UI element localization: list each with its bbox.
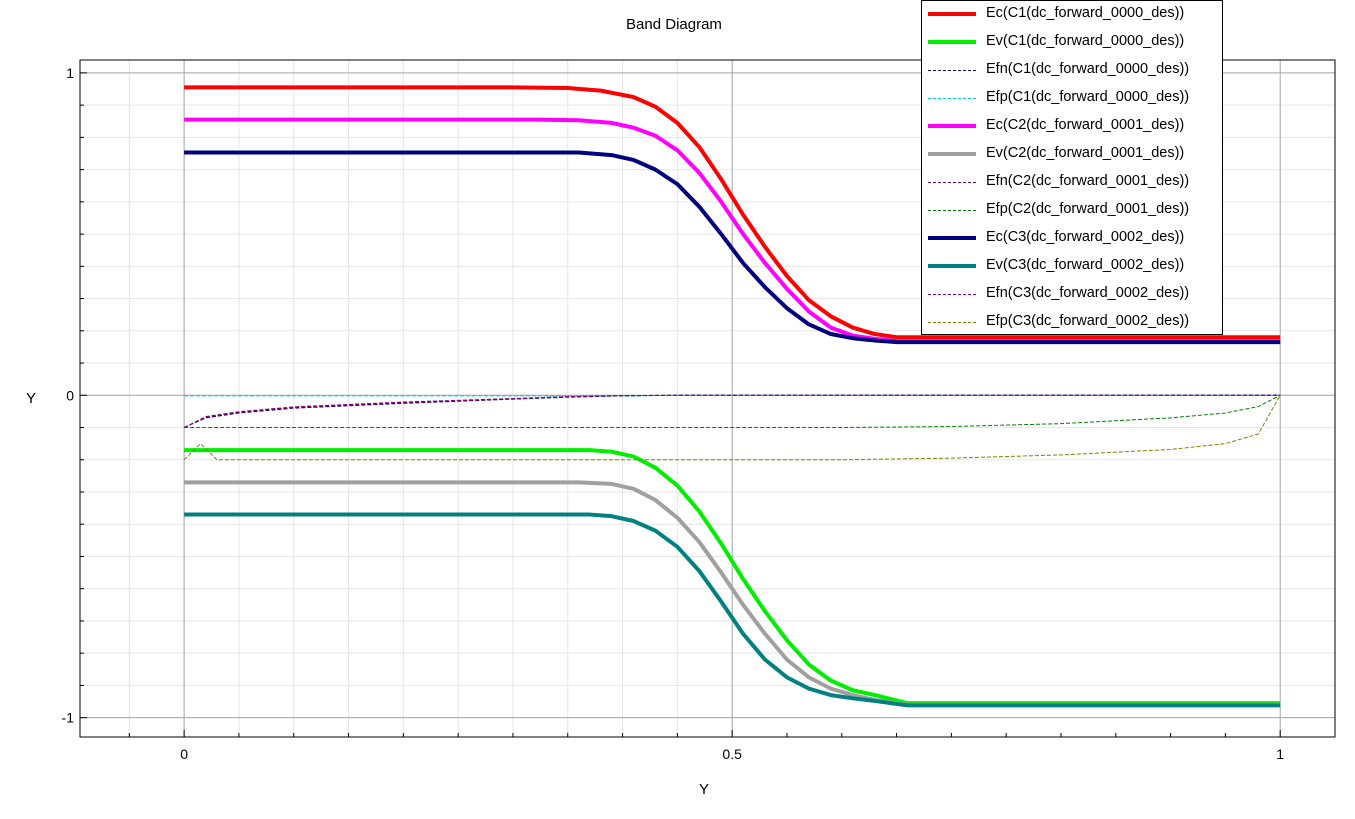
legend-label: Efp(C2(dc_forward_0001_des)) — [986, 201, 1190, 217]
legend-swatch — [928, 12, 976, 16]
x-axis-label: Y — [699, 781, 709, 798]
legend-item: Efn(C1(dc_forward_0000_des)) — [922, 57, 1222, 85]
legend-item: Ev(C2(dc_forward_0001_des)) — [922, 141, 1222, 169]
y-tick-label: 1 — [66, 65, 74, 81]
legend-label: Efn(C3(dc_forward_0002_des)) — [986, 285, 1190, 301]
series-line-10 — [184, 512, 1281, 708]
legend-label: Efp(C1(dc_forward_0000_des)) — [986, 89, 1190, 105]
legend-item: Efp(C1(dc_forward_0000_des)) — [922, 85, 1222, 113]
legend-item: Efn(C3(dc_forward_0002_des)) — [922, 281, 1222, 309]
legend-item: Ev(C3(dc_forward_0002_des)) — [922, 253, 1222, 281]
series-line-8 — [184, 394, 1281, 429]
series-line-9 — [184, 150, 1281, 345]
legend-label: Ec(C1(dc_forward_0000_des)) — [986, 5, 1185, 21]
legend-item: Efp(C3(dc_forward_0002_des)) — [922, 309, 1222, 337]
chart-title: Band Diagram — [626, 16, 722, 33]
legend-item: Ev(C1(dc_forward_0000_des)) — [922, 29, 1222, 57]
legend-swatch — [928, 40, 976, 44]
legend-swatch — [928, 322, 976, 323]
legend-swatch — [928, 236, 976, 240]
legend-swatch — [928, 124, 976, 128]
legend-swatch — [928, 98, 976, 99]
series-line-5 — [184, 117, 1281, 344]
legend-label: Efn(C1(dc_forward_0000_des)) — [986, 61, 1190, 77]
legend-label: Ev(C1(dc_forward_0000_des)) — [986, 33, 1185, 49]
series-line-12 — [183, 395, 1281, 461]
series-line-11 — [183, 394, 1281, 428]
legend-label: Ev(C3(dc_forward_0002_des)) — [986, 257, 1185, 273]
x-tick-label: 0.5 — [722, 746, 742, 762]
legend-label: Ev(C2(dc_forward_0001_des)) — [986, 145, 1185, 161]
legend-item: Ec(C3(dc_forward_0002_des)) — [922, 225, 1222, 253]
legend-swatch — [928, 294, 976, 295]
legend-item: Ec(C1(dc_forward_0000_des)) — [922, 1, 1222, 29]
legend-label: Efn(C2(dc_forward_0001_des)) — [986, 173, 1190, 189]
plot-area-border — [79, 59, 1336, 738]
legend-item: Efp(C2(dc_forward_0001_des)) — [922, 197, 1222, 225]
legend-label: Efp(C3(dc_forward_0002_des)) — [986, 313, 1190, 329]
legend-swatch — [928, 152, 976, 156]
series-layer — [183, 85, 1281, 708]
legend-swatch — [928, 70, 976, 71]
tick-labels: 0 0.5 1 1 0 -1 — [62, 65, 1285, 762]
legend-swatch — [928, 210, 976, 211]
legend-item: Ec(C2(dc_forward_0001_des)) — [922, 113, 1222, 141]
series-line-6 — [184, 480, 1281, 707]
chart-legend: Ec(C1(dc_forward_0000_des)) Ev(C1(dc_forw… — [921, 0, 1223, 335]
legend-swatch — [928, 264, 976, 268]
y-tick-label: 0 — [66, 387, 74, 403]
series-line-1 — [184, 85, 1281, 340]
x-tick-label: 1 — [1276, 746, 1284, 762]
legend-label: Ec(C2(dc_forward_0001_des)) — [986, 117, 1185, 133]
x-tick-label: 0 — [180, 746, 188, 762]
series-line-2 — [184, 448, 1281, 706]
legend-swatch — [928, 182, 976, 183]
y-axis-label: Y — [26, 390, 36, 407]
legend-item: Efn(C2(dc_forward_0001_des)) — [922, 169, 1222, 197]
axis-ticks — [80, 72, 1336, 737]
y-tick-label: -1 — [62, 710, 75, 726]
legend-label: Ec(C3(dc_forward_0002_des)) — [986, 229, 1185, 245]
